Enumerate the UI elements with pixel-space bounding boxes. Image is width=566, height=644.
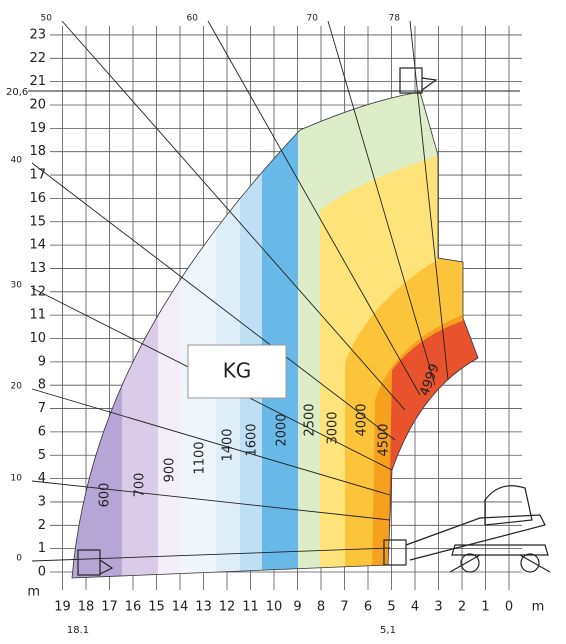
y-tick-label: 16 <box>29 191 46 206</box>
x-tick-label: 3 <box>434 600 442 615</box>
x-tick-label: 2 <box>458 600 466 615</box>
x-tick-label: 12 <box>219 600 236 615</box>
y-tick-label: 23 <box>29 27 46 42</box>
zone-label: 2500 <box>303 403 318 436</box>
y-tick-label: 22 <box>29 51 46 66</box>
y-tick-label: 15 <box>29 214 46 229</box>
y-tick-label: 9 <box>38 354 46 369</box>
y-tick-label: 20 <box>29 98 46 113</box>
x-tick-label: 13 <box>195 600 212 615</box>
zone-label: 900 <box>163 458 178 483</box>
x-tick-label: 7 <box>340 600 348 615</box>
y-tick-label: 13 <box>29 261 46 276</box>
y-tick-label: 11 <box>29 308 46 323</box>
y-tick-label: 14 <box>29 238 46 253</box>
x-tick-label: 19 <box>54 600 71 615</box>
zone-label: 4000 <box>355 403 370 436</box>
angle-label: 0 <box>16 554 22 564</box>
y-tick-label: 1 <box>38 541 46 556</box>
kg-label: KG <box>223 359 252 383</box>
zone-label: 1100 <box>193 441 208 474</box>
marker: 5,1 <box>380 625 396 636</box>
x-tick-label: 0 <box>505 600 513 615</box>
x-tick-label: 18 <box>78 600 95 615</box>
x-tick-label: 8 <box>317 600 325 615</box>
zone-label: 4500 <box>377 423 392 456</box>
y-tick-label: 10 <box>29 331 46 346</box>
zone-label: 1400 <box>221 428 236 461</box>
zone-label: 600 <box>98 483 113 508</box>
y-tick-label: 12 <box>29 284 46 299</box>
y-tick-label: 8 <box>38 378 46 393</box>
y-tick-label: 5 <box>38 448 46 463</box>
y-tick-label: 18 <box>29 144 46 159</box>
angle-label: 40 <box>11 156 23 166</box>
load-chart: 1918171615141312111098765432100123456789… <box>0 0 566 640</box>
y-tick-label: 2 <box>38 518 46 533</box>
angle-label: 60 <box>187 14 199 24</box>
x-tick-label: 4 <box>411 600 419 615</box>
x-unit: m <box>532 600 545 615</box>
x-tick-label: 6 <box>364 600 372 615</box>
angle-label: 10 <box>11 474 23 484</box>
marker: 20,6 <box>6 87 28 98</box>
x-tick-label: 16 <box>125 600 142 615</box>
angle-label: 78 <box>389 14 401 24</box>
marker: 18.1 <box>67 625 89 636</box>
x-tick-label: 14 <box>172 600 189 615</box>
zone-label: 1600 <box>245 423 260 456</box>
x-tick-label: 11 <box>242 600 259 615</box>
angle-label: 20 <box>11 382 23 392</box>
x-tick-label: 10 <box>266 600 283 615</box>
angle-label: 30 <box>11 281 23 291</box>
zone-label: 2000 <box>275 413 290 446</box>
y-tick-label: 0 <box>38 565 46 580</box>
zone-label: 3000 <box>326 411 341 444</box>
y-tick-label: 4 <box>38 471 46 486</box>
x-tick-label: 15 <box>148 600 165 615</box>
x-tick-label: 5 <box>387 600 395 615</box>
x-tick-label: 17 <box>101 600 118 615</box>
zone-label: 700 <box>133 473 148 498</box>
angle-label: 50 <box>41 14 53 24</box>
x-tick-label: 9 <box>293 600 301 615</box>
y-tick-label: 19 <box>29 121 46 136</box>
y-tick-label: 6 <box>38 424 46 439</box>
x-tick-label: 1 <box>481 600 489 615</box>
y-unit: m <box>27 585 40 600</box>
y-tick-label: 3 <box>38 494 46 509</box>
y-tick-label: 17 <box>29 168 46 183</box>
angle-label: 70 <box>307 14 319 24</box>
y-tick-label: 21 <box>29 74 46 89</box>
y-tick-label: 7 <box>38 401 46 416</box>
